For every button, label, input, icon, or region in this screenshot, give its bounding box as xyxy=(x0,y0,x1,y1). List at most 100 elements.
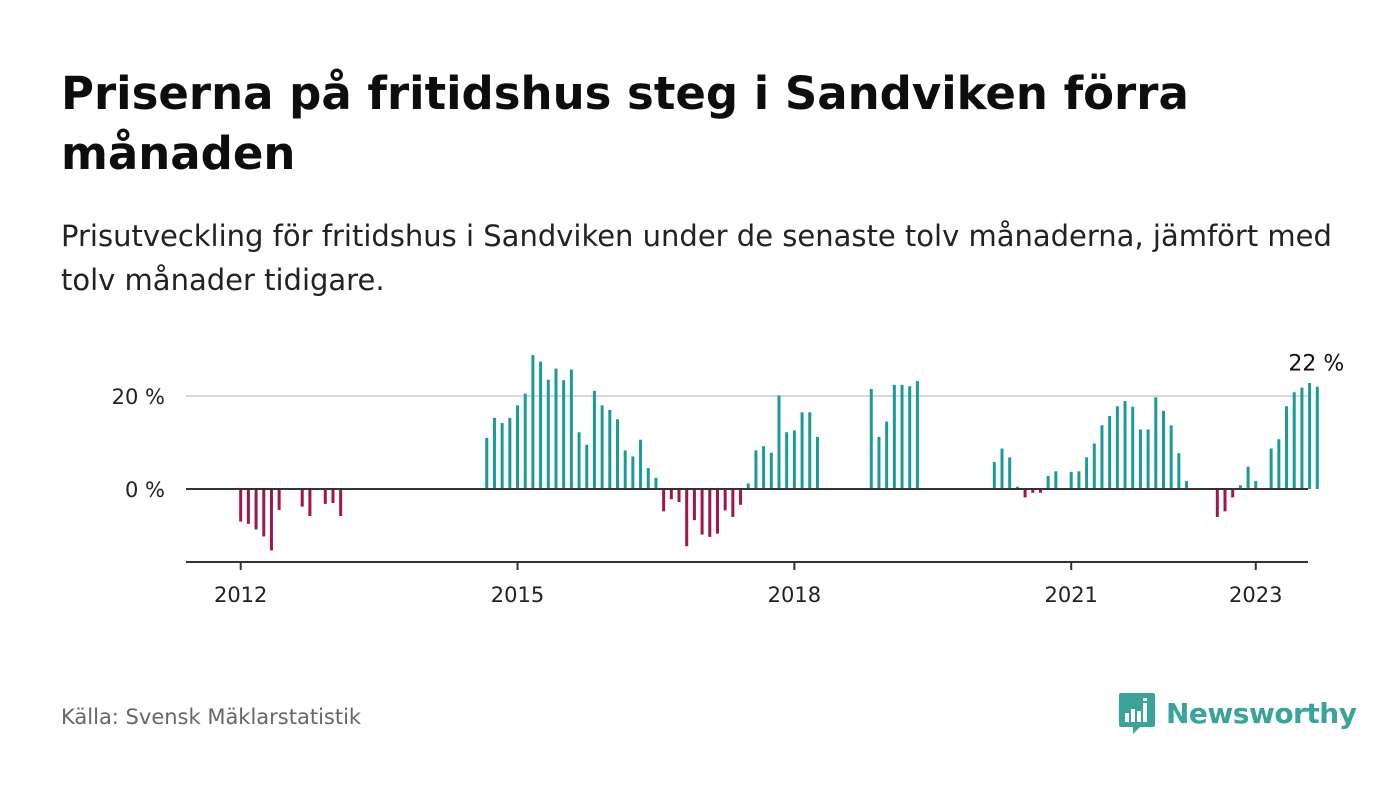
axes xyxy=(186,488,1308,570)
bar xyxy=(785,432,789,489)
bar xyxy=(1277,439,1281,490)
bar xyxy=(1123,401,1127,490)
bar xyxy=(569,369,573,490)
bar xyxy=(677,489,681,503)
bar xyxy=(508,417,512,490)
bar xyxy=(1177,453,1181,489)
bar xyxy=(777,395,781,489)
bar xyxy=(592,390,596,489)
bar xyxy=(1154,397,1158,489)
bar xyxy=(262,489,266,537)
bar xyxy=(1108,416,1112,489)
bar xyxy=(623,450,627,489)
chart-subtitle: Prisutveckling för fritidshus i Sandvike… xyxy=(61,219,1332,297)
bar xyxy=(731,489,735,517)
bar xyxy=(1008,457,1012,489)
bar xyxy=(523,393,527,490)
bar xyxy=(1100,425,1104,489)
bar xyxy=(1085,457,1089,489)
bar xyxy=(1215,489,1219,517)
bar xyxy=(1315,386,1319,489)
bar xyxy=(739,489,743,505)
bar xyxy=(800,412,804,489)
bar xyxy=(331,489,335,503)
bar xyxy=(1223,489,1227,512)
bar xyxy=(1308,382,1312,489)
bar xyxy=(1023,489,1027,498)
bar xyxy=(1238,485,1242,489)
bars xyxy=(239,355,1319,551)
x-tick-label: 2023 xyxy=(1229,583,1282,607)
tick-labels: 0 % 20 % 2012 2015 2018 2021 2023 22 % xyxy=(112,352,1345,607)
bar xyxy=(877,436,881,489)
bar xyxy=(1054,471,1058,489)
bar xyxy=(1246,466,1250,489)
bar xyxy=(577,432,581,489)
bar xyxy=(1000,448,1004,489)
bar xyxy=(339,489,343,516)
bar xyxy=(685,489,689,547)
bar xyxy=(900,384,904,489)
bar-chart: 0 % 20 % 2012 2015 2018 2021 2023 22 % xyxy=(112,352,1345,607)
bar xyxy=(1285,406,1289,489)
bar xyxy=(546,379,550,490)
bar xyxy=(585,444,589,489)
bar xyxy=(723,489,727,511)
bar xyxy=(869,389,873,489)
bar xyxy=(669,489,673,500)
bar xyxy=(554,368,558,489)
bar xyxy=(1131,406,1135,489)
x-tick-label: 2012 xyxy=(214,583,267,607)
y-tick-label: 20 % xyxy=(112,385,165,409)
y-tick-label: 0 % xyxy=(125,478,165,502)
x-tick-label: 2018 xyxy=(768,583,821,607)
bar xyxy=(246,489,250,524)
bar xyxy=(531,355,535,489)
bar xyxy=(885,421,889,489)
bar xyxy=(1269,448,1273,489)
bar xyxy=(746,483,750,489)
bar xyxy=(1231,489,1235,498)
bar xyxy=(762,446,766,489)
bar xyxy=(485,437,489,489)
last-value-label: 22 % xyxy=(1288,352,1344,377)
bar xyxy=(639,439,643,489)
bar xyxy=(1115,406,1119,489)
bar xyxy=(1015,486,1019,490)
bar xyxy=(1069,471,1073,490)
bar xyxy=(1046,475,1050,489)
bar xyxy=(715,489,719,534)
bar xyxy=(1092,443,1096,489)
bar xyxy=(892,384,896,489)
bar xyxy=(300,489,304,507)
bar xyxy=(654,477,658,489)
bar xyxy=(277,489,281,510)
bar xyxy=(500,422,504,489)
bar xyxy=(915,381,919,489)
bar xyxy=(662,489,666,512)
bar xyxy=(1185,481,1189,490)
bar xyxy=(992,462,996,489)
bar xyxy=(269,489,273,551)
bar xyxy=(708,489,712,537)
bar xyxy=(646,468,650,489)
bar xyxy=(308,489,312,516)
bar xyxy=(631,456,635,489)
bar xyxy=(239,489,243,522)
bar xyxy=(1300,387,1304,489)
bar xyxy=(1138,429,1142,489)
x-tick-label: 2015 xyxy=(491,583,544,607)
source-note: Källa: Svensk Mäklarstatistik xyxy=(61,705,362,729)
brand-name: Newsworthy xyxy=(1166,696,1357,730)
bar xyxy=(608,409,612,489)
bar xyxy=(539,361,543,489)
bar xyxy=(815,436,819,489)
bar xyxy=(754,450,758,489)
bar xyxy=(1031,489,1035,493)
bar xyxy=(616,419,619,489)
newsworthy-bar-chart-icon xyxy=(1119,693,1155,734)
bar xyxy=(254,489,258,530)
bar xyxy=(908,386,912,490)
bar xyxy=(323,489,327,504)
chart-title: Priserna på fritidshus steg i Sandviken … xyxy=(61,67,1189,180)
